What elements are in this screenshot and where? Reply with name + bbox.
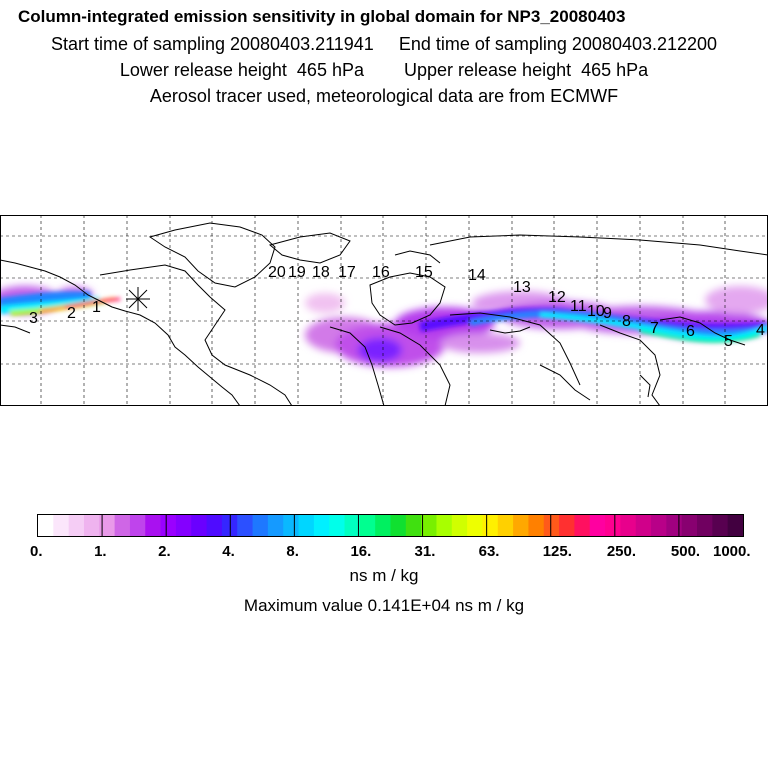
sampling-time-line: Start time of sampling 20080403.211941 E… <box>50 34 718 54</box>
coastlines <box>0 222 768 406</box>
colorbar-cell <box>605 515 621 537</box>
colorbar-tick-label: 1. <box>94 543 107 560</box>
trajectory-label: 11 <box>570 298 587 315</box>
colorbar-cell <box>175 515 192 537</box>
colorbar-cell <box>237 515 254 537</box>
trajectory-label: 6 <box>686 323 695 340</box>
maximum-value: Maximum value 0.141E+04 ns m / kg <box>243 596 525 615</box>
colorbar-cell <box>559 515 576 537</box>
colorbar-cell <box>283 515 300 537</box>
colorbar-cell <box>160 515 177 537</box>
colorbar-cell <box>206 515 223 537</box>
colorbar-tick-labels: 0. 1. 2. 4. 8. 16. 31. 63. 125. 250. 500. 1000. <box>30 543 751 560</box>
colorbar-cell <box>451 515 468 537</box>
colorbar-tick-label: 2. <box>158 543 171 560</box>
colorbar-cell <box>99 515 116 537</box>
colorbar-ticks <box>101 515 680 537</box>
colorbar-tick-label: 250. <box>607 543 636 560</box>
trajectory-label: 4 <box>756 322 765 339</box>
colorbar-tick-label: 8. <box>286 543 299 560</box>
colorbar-cell <box>528 515 545 537</box>
colorbar-cell <box>513 515 530 537</box>
colorbar-cell <box>497 515 514 537</box>
colorbar-tick-label: 1000. <box>713 543 751 560</box>
trajectory-label: 14 <box>468 267 486 284</box>
colorbar-cell <box>681 515 698 537</box>
colorbar-cell <box>543 515 560 537</box>
trajectory-label: 10 <box>587 303 605 320</box>
world-map: 1 2 3 4 5 6 7 8 9 10 11 12 13 14 15 16 1… <box>0 215 768 406</box>
colorbar-tick-label: 0. <box>30 543 43 560</box>
trajectory-label: 1 <box>92 299 101 316</box>
tracer-info-line: Aerosol tracer used, meteorological data… <box>149 86 619 106</box>
colorbar-cell <box>68 515 85 537</box>
colorbar-cell <box>651 515 667 537</box>
colorbar-cell <box>329 515 346 537</box>
colorbar-units: ns m / kg <box>349 566 419 585</box>
colorbar-cell <box>344 515 361 537</box>
colorbar-cell <box>298 515 315 537</box>
trajectory-label: 13 <box>513 279 531 296</box>
lat-lon-grid <box>0 215 768 406</box>
colorbar-cell <box>712 515 729 537</box>
colorbar-cell <box>390 515 407 537</box>
colorbar-tick-label: 63. <box>479 543 500 560</box>
colorbar-cell <box>129 515 146 537</box>
release-height-line: Lower release height 465 hPa Upper relea… <box>119 60 649 80</box>
colorbar-cell <box>620 515 637 537</box>
trajectory-label: 2 <box>67 305 76 322</box>
trajectory-label: 3 <box>29 310 38 327</box>
colorbar-cell <box>589 515 606 537</box>
colorbar-cell <box>267 515 284 537</box>
colorbar-cell <box>727 515 744 537</box>
colorbar-cell <box>252 515 269 537</box>
trajectory-label: 17 <box>338 264 356 281</box>
trajectory-label: 12 <box>548 289 566 306</box>
colorbar-cell <box>114 515 131 537</box>
colorbar-cell <box>359 515 376 537</box>
colorbar-cell <box>574 515 591 537</box>
colorbar: 0. 1. 2. 4. 8. 16. 31. 63. 125. 250. 500. 1000. <box>30 514 751 560</box>
colorbar-frame <box>37 514 744 537</box>
colorbar-tick-label: 125. <box>543 543 572 560</box>
colorbar-cell <box>635 515 652 537</box>
colorbar-cell <box>697 515 713 537</box>
trajectory-label: 16 <box>372 264 390 281</box>
colorbar-cell <box>467 515 484 537</box>
trajectory-label: 20 <box>268 264 286 281</box>
colorbar-cell <box>421 515 438 537</box>
colorbar-cell <box>83 515 100 537</box>
trajectory-label: 7 <box>650 320 659 337</box>
trajectory-label: 18 <box>312 264 330 281</box>
colorbar-cell <box>191 515 208 537</box>
colorbar-cell <box>145 515 162 537</box>
colorbar-cell <box>666 515 683 537</box>
colorbar-cell <box>482 515 499 537</box>
trajectory-label: 19 <box>288 264 306 281</box>
colorbar-cell <box>436 515 453 537</box>
trajectory-label: 8 <box>622 313 631 330</box>
colorbar-cell <box>405 515 422 537</box>
colorbar-tick-label: 500. <box>671 543 700 560</box>
trajectory-labels: 1 2 3 4 5 6 7 8 9 10 11 12 13 14 15 16 1… <box>29 264 765 350</box>
colorbar-cell <box>53 515 70 537</box>
colorbar-tick-label: 31. <box>415 543 436 560</box>
colorbar-tick-label: 4. <box>222 543 235 560</box>
colorbar-cell <box>375 515 392 537</box>
trajectory-label: 9 <box>603 305 612 322</box>
colorbar-tick-label: 16. <box>350 543 371 560</box>
release-location-marker <box>126 287 150 311</box>
plot-title: Column-integrated emission sensitivity i… <box>18 7 626 26</box>
trajectory-label: 15 <box>415 264 433 281</box>
colorbar-cell <box>38 515 54 537</box>
colorbar-cells <box>38 515 744 537</box>
colorbar-cell <box>313 515 330 537</box>
trajectory-label: 5 <box>724 333 733 350</box>
